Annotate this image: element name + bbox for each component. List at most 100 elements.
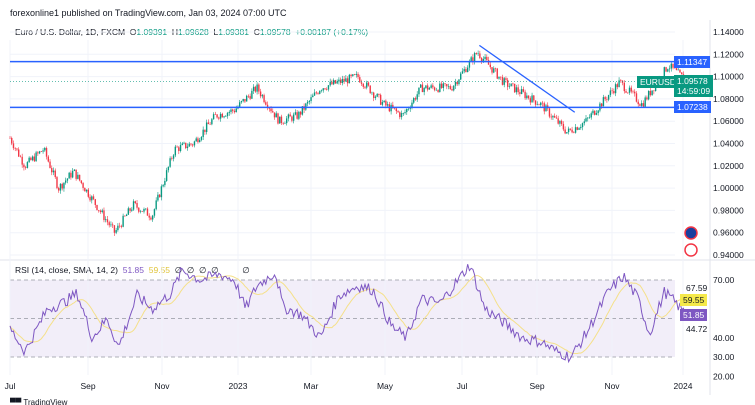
candle-body — [341, 78, 344, 84]
support-price-tag: 1.07238 — [674, 101, 711, 113]
na-value: ∅ — [174, 265, 183, 275]
candle-body — [440, 83, 443, 88]
time-axis-label: 2023 — [229, 381, 248, 391]
price-axis-label: 0.98000 — [713, 205, 744, 215]
candle-body — [139, 211, 142, 212]
candle-body — [111, 224, 114, 226]
candle-body — [595, 113, 598, 115]
candle-body — [172, 155, 175, 159]
candle-body — [493, 68, 495, 73]
candle-body — [207, 122, 210, 125]
candle-body — [205, 122, 208, 133]
candle-body — [616, 84, 619, 88]
candle-body — [192, 144, 194, 146]
candle-body — [52, 170, 55, 173]
candle-body — [623, 82, 625, 92]
candle-body — [545, 105, 547, 112]
candle-body — [675, 68, 678, 71]
price-axis-label: 1.14000 — [713, 27, 744, 37]
rsi-axis-label: 20.00 — [713, 372, 735, 382]
candle-body — [550, 116, 552, 118]
time-axis-label: Jul — [457, 381, 468, 391]
candle-body — [609, 90, 612, 96]
candle-body — [188, 143, 190, 147]
rsi-name: RSI (14, close, SMA, 14, 2) — [15, 265, 118, 275]
candle-body — [138, 207, 140, 212]
candle-body — [395, 108, 398, 112]
candle-body — [588, 117, 591, 118]
candle-body — [143, 208, 145, 212]
candle-body — [226, 112, 229, 117]
candle-body — [296, 112, 298, 119]
candle-body — [73, 169, 76, 171]
candle-body — [531, 95, 533, 103]
candle-body — [245, 95, 248, 102]
candle-body — [581, 123, 584, 128]
candle-body — [587, 117, 589, 119]
candle-body — [670, 63, 672, 69]
publisher-line: forexonline1 published on TradingView.co… — [10, 8, 287, 18]
candle-body — [270, 108, 272, 112]
candle-body — [491, 67, 493, 73]
candle-body — [336, 81, 338, 84]
candle-body — [348, 74, 351, 84]
candle-body — [108, 222, 110, 226]
candle-body — [259, 91, 262, 97]
candle-body — [326, 89, 328, 90]
candle-body — [23, 164, 25, 168]
candle-body — [373, 92, 375, 98]
rsi-sma-value: 59.55 — [148, 265, 171, 275]
candle-body — [576, 127, 579, 130]
candle-body — [505, 78, 507, 80]
candle-body — [134, 201, 136, 203]
candle-body — [96, 204, 98, 211]
candle-body — [193, 141, 196, 146]
candle-body — [101, 210, 103, 213]
candle-body — [496, 68, 498, 79]
candle-body — [56, 177, 58, 189]
candle-body — [419, 84, 422, 88]
candle-body — [663, 67, 666, 78]
candle-body — [289, 114, 291, 117]
candle-body — [64, 180, 67, 183]
candle-body — [681, 72, 683, 75]
candle-body — [320, 90, 323, 91]
candle-body — [132, 201, 135, 210]
candle-body — [672, 63, 674, 68]
rsi-line — [9, 264, 688, 364]
candle-body — [500, 76, 502, 78]
candle-body — [411, 102, 413, 108]
candle-body — [632, 91, 634, 93]
candle-body — [557, 118, 559, 124]
candle-body — [268, 108, 270, 109]
candle-body — [538, 104, 540, 106]
candle-body — [392, 104, 394, 109]
candle-body — [466, 67, 469, 73]
candle-body — [155, 200, 157, 210]
candle-body — [404, 112, 406, 114]
candle-body — [533, 95, 535, 101]
candle-body — [446, 84, 448, 87]
candle-body — [223, 116, 225, 118]
price-axis-label: 0.94000 — [713, 250, 744, 260]
candle-body — [165, 170, 168, 181]
candle-body — [214, 114, 217, 115]
candle-body — [381, 102, 384, 105]
candle-body — [416, 94, 418, 100]
candle-body — [460, 73, 462, 80]
candle-body — [244, 99, 246, 102]
candle-body — [506, 79, 509, 87]
bar-countdown: 14:59:09 — [677, 86, 711, 96]
candle-body — [534, 100, 537, 105]
rsi-value-tag: 51.85 — [680, 309, 708, 321]
candle-body — [564, 129, 566, 134]
candle-body — [385, 100, 387, 106]
candle-body — [332, 80, 335, 85]
candle-body — [58, 188, 60, 191]
candle-body — [183, 142, 185, 144]
candle-body — [583, 121, 585, 124]
candle-body — [376, 93, 378, 97]
candle-body — [524, 91, 526, 99]
candle-body — [402, 113, 404, 114]
